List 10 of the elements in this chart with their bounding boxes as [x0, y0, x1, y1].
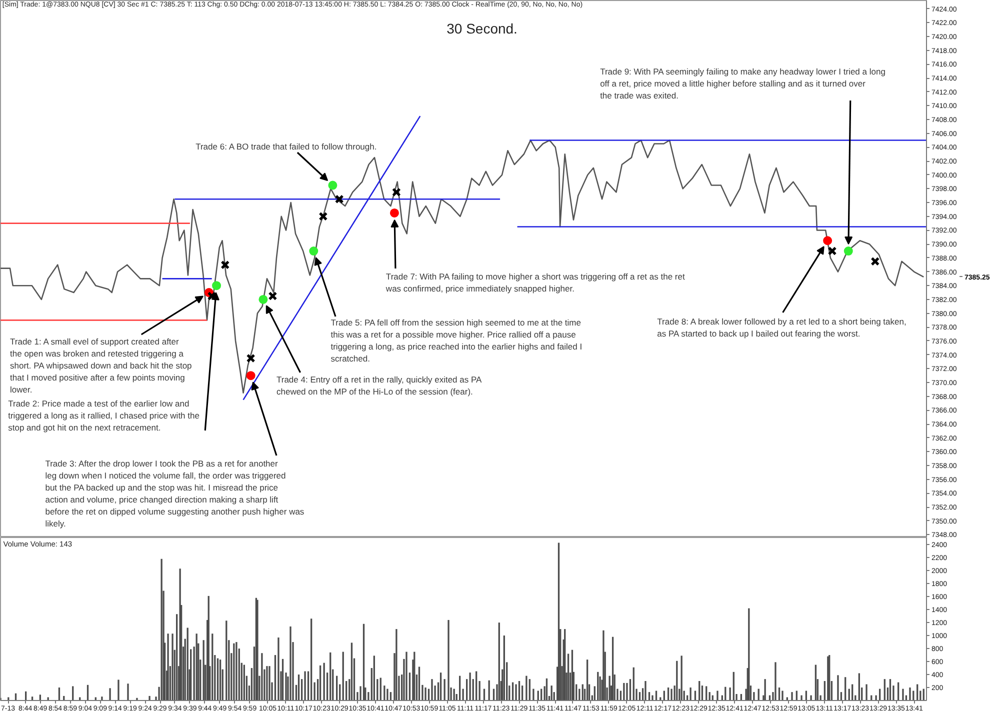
annotation: Trade 6: A BO trade that failed to follow through.: [196, 142, 377, 152]
annotation: Trade 7: With PA failing to move higher a short was triggering off a ret as the ret was confirmed, price immediately snapped higher.: [384, 272, 686, 294]
annotation: Trade 9: With PA seemingly failing to make any headway lower I tried a long off a ret, price moved a little higher before stalling and as it turned over the trade was exited.: [600, 66, 886, 100]
annotation: Trade 3: After the drop lower I took the PB as a ret for another leg down when I noticed the volume fall, the order was triggered but the PA backed up and the stop was hit. I misread the price action and volume, price changed direction making a sharp lift before the ret on dipped volume suggesting another push higher was likely.: [45, 458, 304, 528]
annotation: Trade 8: A break lower followed by a ret led to a short being taken, as PA started to back up I bailed out fearing the worst.: [657, 316, 906, 338]
annotation: Trade 2: Price made a test of the earlier low and triggered a long as it rallied, I chased price with the stop and got hit on the next retracement.: [8, 398, 200, 432]
text: 30 Second.: [446, 20, 518, 36]
annotation: Trade 5: PA fell off from the session high seemed to me at the time this was a ret for a possible move higher. Price rallied off a pause triggering a long, as price reached into the earlier highs and failed I scratched.: [330, 318, 582, 364]
annotation: Trade 1: A small evel of support created after the open was broken and retested triggering a short. PA whipsawed down and back hit the stop that I moved positive after a few points moving lower.: [10, 336, 192, 394]
annotation: Trade 4: Entry off a ret in the rally, quickly exited as PA chewed on the MP of the Hi-Lo of the session (fear).: [276, 374, 482, 396]
